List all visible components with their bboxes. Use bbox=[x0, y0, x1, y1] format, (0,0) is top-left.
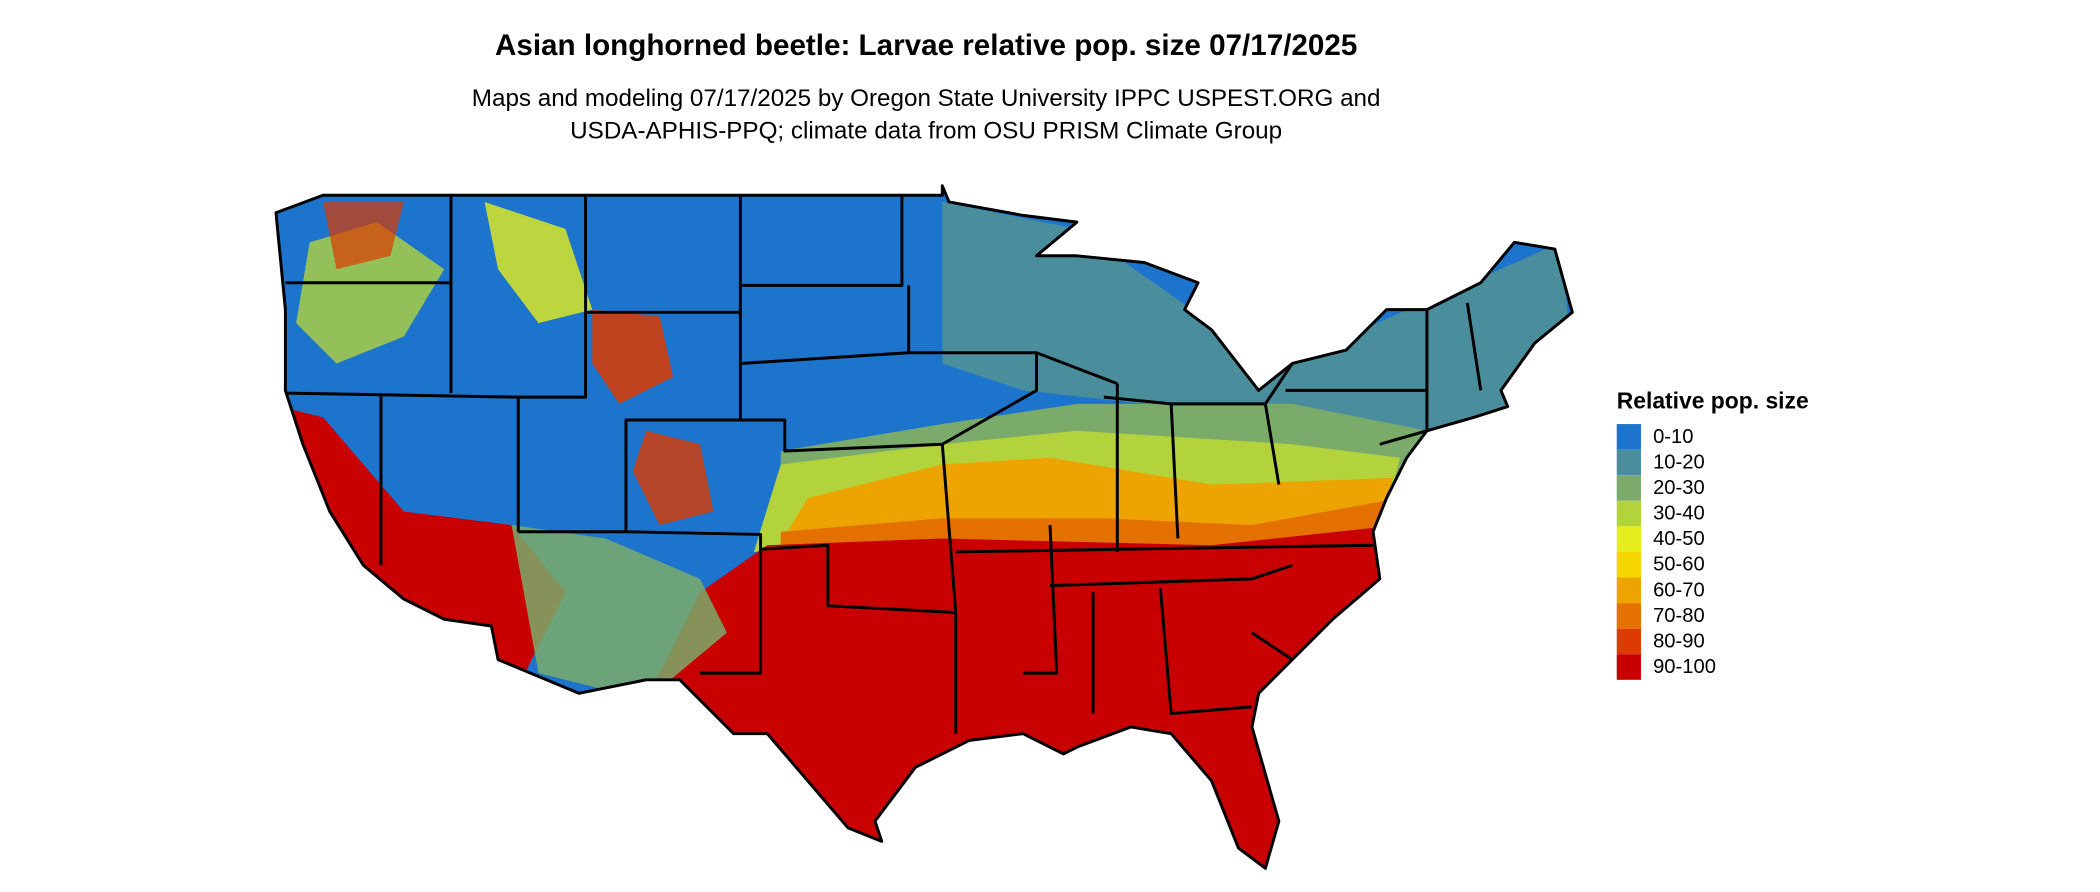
legend-label: 40-50 bbox=[1653, 528, 1705, 550]
legend-swatch bbox=[1616, 475, 1641, 501]
legend-swatch bbox=[1616, 628, 1641, 655]
legend-swatch bbox=[1616, 654, 1641, 680]
legend-swatch bbox=[1616, 449, 1641, 476]
legend-label: 70-80 bbox=[1653, 605, 1705, 627]
legend-swatch bbox=[1616, 577, 1641, 604]
state-borders bbox=[285, 195, 1483, 734]
legend-swatch bbox=[1616, 424, 1641, 450]
legend: 0-10 10-20 20-30 30-40 40-50 50-60 60-70 70-80 8… bbox=[1616, 424, 1716, 680]
legend-label: 50-60 bbox=[1653, 554, 1705, 576]
legend-label: 30-40 bbox=[1653, 503, 1705, 525]
map-subtitle: USDA-APHIS-PPQ; climate data from OSU PR… bbox=[570, 117, 1282, 144]
legend-title: Relative pop. size bbox=[1617, 388, 1809, 414]
legend-swatch bbox=[1616, 500, 1641, 527]
map-fill bbox=[275, 185, 1573, 869]
legend-swatch bbox=[1616, 526, 1641, 552]
legend-label: 0-10 bbox=[1653, 426, 1693, 448]
map-title: Asian longhorned beetle: Larvae relative… bbox=[495, 29, 1357, 62]
legend-label: 60-70 bbox=[1653, 579, 1705, 601]
legend-swatch bbox=[1616, 603, 1641, 629]
legend-label: 10-20 bbox=[1653, 451, 1705, 473]
legend-label: 90-100 bbox=[1653, 656, 1716, 678]
legend-label: 80-90 bbox=[1653, 630, 1705, 652]
legend-swatch bbox=[1616, 551, 1641, 578]
map-subtitle: Maps and modeling 07/17/2025 by Oregon S… bbox=[472, 85, 1381, 112]
legend-label: 20-30 bbox=[1653, 477, 1705, 499]
